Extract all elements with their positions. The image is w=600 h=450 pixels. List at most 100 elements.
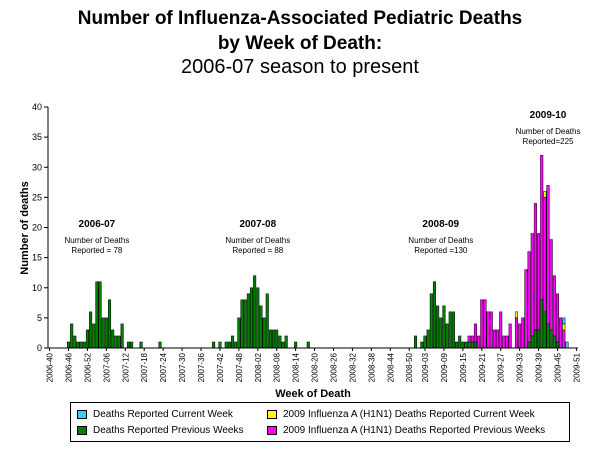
x-tick-label: 2009-51 xyxy=(572,352,581,382)
bar-deaths-reported-previous-weeks xyxy=(414,335,418,349)
bar-deaths-reported-previous-weeks xyxy=(253,275,257,349)
chart-title: Number of Influenza-Associated Pediatric… xyxy=(77,8,523,29)
bar-deaths-reported-previous-weeks xyxy=(306,341,310,349)
bar-deaths-reported-previous-weeks xyxy=(89,311,93,349)
bar-deaths-reported-previous-weeks xyxy=(278,335,282,349)
bar-deaths-reported-previous-weeks xyxy=(117,335,121,349)
bar-2009-influenza-a-h1n1-deaths-reported-previous-weeks xyxy=(546,185,550,325)
bar-2009-influenza-a-h1n1-deaths-reported-previous-weeks xyxy=(549,239,553,331)
legend-swatch xyxy=(267,426,277,435)
bar-2009-influenza-a-h1n1-deaths-reported-previous-weeks xyxy=(530,233,534,337)
bar-deaths-reported-previous-weeks xyxy=(249,287,254,349)
x-tick-label: 2006-40 xyxy=(46,352,55,382)
bar-2009-influenza-a-h1n1-deaths-reported-previous-weeks xyxy=(527,251,531,343)
bar-deaths-reported-previous-weeks xyxy=(66,341,71,349)
bar-2009-influenza-a-h1n1-deaths-reported-current-week xyxy=(562,323,566,331)
bar-deaths-reported-previous-weeks xyxy=(231,335,235,349)
annotation-season: 2009-10 xyxy=(530,110,567,121)
bar-deaths-reported-previous-weeks xyxy=(533,329,537,349)
bar-deaths-reported-previous-weeks xyxy=(76,341,80,349)
x-tick-label: 2008-08 xyxy=(273,352,282,382)
legend-swatch xyxy=(267,410,277,419)
bar-deaths-reported-previous-weeks xyxy=(555,341,560,349)
chart-subtitle: 2006-07 season to present xyxy=(181,56,419,78)
legend-label: Deaths Reported Previous Weeks xyxy=(93,425,244,436)
x-tick-label: 2006-52 xyxy=(83,352,92,382)
bar-2009-influenza-a-h1n1-deaths-reported-previous-weeks xyxy=(524,269,528,349)
x-tick-label: 2007-36 xyxy=(197,352,206,382)
annotation-season: 2007-08 xyxy=(239,219,276,230)
bar-deaths-reported-previous-weeks xyxy=(451,311,455,349)
bar-2009-influenza-a-h1n1-deaths-reported-previous-weeks xyxy=(470,335,474,343)
bar-deaths-reported-previous-weeks xyxy=(95,281,99,349)
bar-deaths-reported-previous-weeks xyxy=(552,335,556,349)
bar-2009-influenza-a-h1n1-deaths-reported-previous-weeks xyxy=(508,323,512,349)
bar-deaths-reported-previous-weeks xyxy=(265,293,269,349)
bar-2009-influenza-a-h1n1-deaths-reported-previous-weeks xyxy=(562,329,566,349)
y-tick-label: 0 xyxy=(37,343,42,353)
y-tick-label: 25 xyxy=(32,192,42,202)
x-tick-label: 2009-45 xyxy=(553,352,562,382)
bar-deaths-reported-previous-weeks xyxy=(107,299,112,349)
annotation-count: Reported=225 xyxy=(523,137,574,146)
bar-deaths-reported-current-week xyxy=(562,317,566,325)
bar-deaths-reported-previous-weeks xyxy=(262,317,266,349)
bar-deaths-reported-previous-weeks xyxy=(458,335,462,349)
annotation-season: 2006-07 xyxy=(79,219,116,230)
bar-deaths-reported-previous-weeks xyxy=(530,335,534,349)
bar-2009-influenza-a-h1n1-deaths-reported-previous-weeks xyxy=(496,329,500,349)
y-tick-label: 10 xyxy=(32,283,42,293)
legend-label: 2009 Influenza A (H1N1) Deaths Reported … xyxy=(283,425,546,436)
x-tick-label: 2009-21 xyxy=(478,352,487,382)
bar-2009-influenza-a-h1n1-deaths-reported-previous-weeks xyxy=(489,311,493,349)
x-tick-label: 2008-14 xyxy=(292,352,301,382)
x-tick-label: 2007-30 xyxy=(178,352,187,382)
bar-2009-influenza-a-h1n1-deaths-reported-previous-weeks xyxy=(477,335,481,349)
x-tick-label: 2009-39 xyxy=(535,352,544,382)
legend-swatch xyxy=(77,410,87,419)
bar-2009-influenza-a-h1n1-deaths-reported-previous-weeks xyxy=(521,317,525,349)
bar-deaths-reported-previous-weeks xyxy=(272,329,276,349)
bar-2009-influenza-a-h1n1-deaths-reported-previous-weeks xyxy=(543,197,547,313)
bar-deaths-reported-current-week xyxy=(565,341,569,349)
bar-deaths-reported-previous-weeks xyxy=(439,317,443,349)
bar-deaths-reported-previous-weeks xyxy=(467,341,471,349)
bar-2009-influenza-a-h1n1-deaths-reported-previous-weeks xyxy=(473,323,477,343)
legend-item-h1n1-current: 2009 Influenza A (H1N1) Deaths Reported … xyxy=(267,409,535,420)
bar-deaths-reported-previous-weeks xyxy=(268,329,272,349)
y-tick-label: 30 xyxy=(32,162,42,172)
x-tick-label: 2007-24 xyxy=(159,352,168,382)
y-tick-label: 40 xyxy=(32,102,42,112)
chart-legend: Deaths Reported Current Week Deaths Repo… xyxy=(70,402,570,442)
y-axis-label: Number of deaths xyxy=(19,181,31,275)
bar-deaths-reported-previous-weeks xyxy=(436,305,440,349)
bar-deaths-reported-previous-weeks xyxy=(234,341,238,349)
bar-deaths-reported-previous-weeks xyxy=(537,329,541,349)
annotation-text: Number of Deaths xyxy=(64,236,129,245)
bar-deaths-reported-previous-weeks xyxy=(294,341,298,349)
x-tick-label: 2008-50 xyxy=(405,352,414,382)
bar-deaths-reported-previous-weeks xyxy=(442,305,446,349)
x-axis-label: Week of Death xyxy=(275,388,351,400)
x-tick-label: 2009-27 xyxy=(497,352,506,382)
bar-deaths-reported-previous-weeks xyxy=(126,341,130,349)
bar-deaths-reported-previous-weeks xyxy=(243,299,247,349)
bar-deaths-reported-previous-weeks xyxy=(455,341,459,349)
bar-2009-influenza-a-h1n1-deaths-reported-previous-weeks xyxy=(502,335,506,349)
bar-2009-influenza-a-h1n1-deaths-reported-previous-weeks xyxy=(480,299,484,349)
bar-deaths-reported-previous-weeks xyxy=(426,329,430,349)
bar-deaths-reported-previous-weeks xyxy=(101,317,105,349)
bar-deaths-reported-previous-weeks xyxy=(92,323,96,349)
bar-deaths-reported-previous-weeks xyxy=(70,323,74,349)
bar-2009-influenza-a-h1n1-deaths-reported-previous-weeks xyxy=(483,299,487,349)
x-tick-label: 2007-42 xyxy=(216,352,225,382)
x-tick-label: 2009-15 xyxy=(459,352,468,382)
x-tick-label: 2009-33 xyxy=(516,352,525,382)
bar-deaths-reported-previous-weeks xyxy=(111,329,115,349)
annotation-text: Number of Deaths xyxy=(225,236,290,245)
x-tick-label: 2008-44 xyxy=(386,352,395,382)
chart-title-line2: by Week of Death: xyxy=(217,33,383,54)
annotation-season: 2008-09 xyxy=(422,219,459,230)
bar-deaths-reported-previous-weeks xyxy=(120,323,124,349)
bar-deaths-reported-previous-weeks xyxy=(259,305,263,349)
